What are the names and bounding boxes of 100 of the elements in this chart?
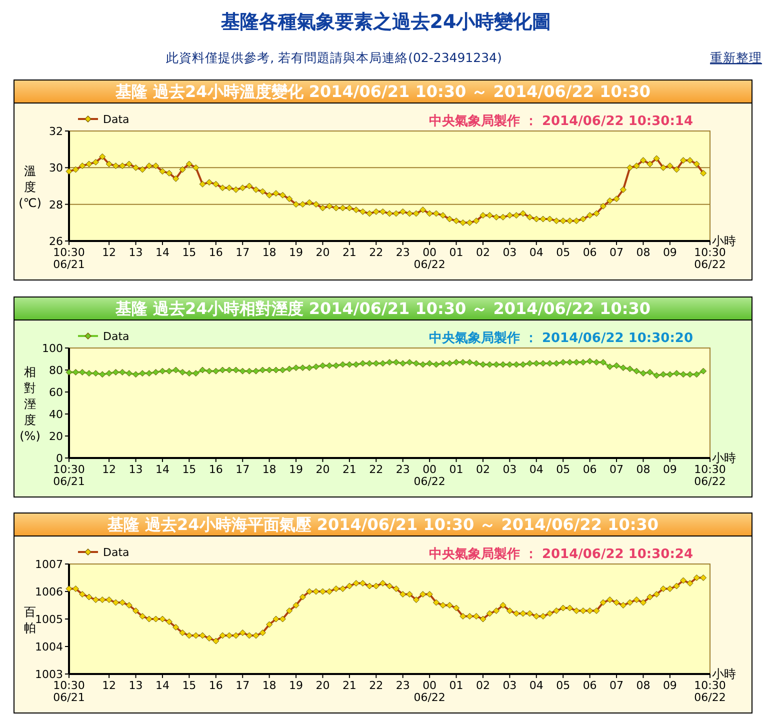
chart-title: 基隆 過去24小時相對溼度 2014/06/21 10:30 ～ 2014/06/22 10:30 bbox=[114, 299, 651, 318]
y-tick-label: 1007 bbox=[35, 558, 63, 571]
x-tick-label: 17 bbox=[236, 246, 250, 259]
x-tick-label: 15 bbox=[182, 463, 196, 476]
x-tick-label: 15 bbox=[182, 679, 196, 692]
x-tick-label: 17 bbox=[236, 679, 250, 692]
x-tick-label: 01 bbox=[449, 679, 464, 692]
text: 基隆各種氣象要素之過去24小時變化圖 bbox=[220, 11, 552, 33]
x-tick-label: 01 bbox=[449, 246, 464, 259]
x-tick-label: 10:30 06/21 bbox=[53, 463, 85, 488]
x-tick-label: 03 bbox=[502, 679, 517, 692]
x-axis-title: 小時 bbox=[712, 667, 736, 681]
y-tick-label: 60 bbox=[49, 386, 63, 399]
x-tick-label: 10:30 06/21 bbox=[53, 679, 85, 704]
x-tick-label: 08 bbox=[636, 463, 650, 476]
x-tick-label: 00 06/22 bbox=[414, 246, 446, 271]
x-tick-label: 21 bbox=[342, 679, 356, 692]
x-tick-label: 13 bbox=[128, 246, 143, 259]
x-tick-label: 14 bbox=[155, 246, 170, 259]
x-tick-label: 06 bbox=[582, 463, 597, 476]
x-tick-label: 20 bbox=[316, 679, 330, 692]
legend-label: Data bbox=[103, 330, 130, 343]
x-tick-label: 22 bbox=[369, 679, 384, 692]
legend-label: Data bbox=[103, 546, 130, 559]
x-tick-label: 18 bbox=[262, 246, 276, 259]
x-tick-label: 09 bbox=[662, 463, 677, 476]
y-tick-label: 0 bbox=[56, 452, 63, 465]
text: 中央氣象局製作 ： 2014/06/22 10:30:20 bbox=[428, 331, 693, 346]
text: 此資料僅提供參考, 若有問題請與本局連絡(02-23491234) bbox=[166, 50, 502, 65]
x-tick-label: 20 bbox=[316, 463, 330, 476]
legend-label: Data bbox=[103, 113, 130, 126]
x-tick-label: 03 bbox=[502, 463, 517, 476]
x-tick-label: 21 bbox=[342, 246, 356, 259]
y-tick-label: 1006 bbox=[35, 586, 63, 598]
x-tick-label: 06 bbox=[582, 679, 597, 692]
x-tick-label: 21 bbox=[342, 463, 356, 476]
x-tick-label: 05 bbox=[556, 463, 570, 476]
chart-title: 基隆 過去24小時溫度變化 2014/06/21 10:30 ～ 2014/06/22 10:30 bbox=[114, 82, 651, 101]
text: 中央氣象局製作 ： 2014/06/22 10:30:24 bbox=[428, 547, 693, 562]
x-tick-label: 10:30 06/22 bbox=[694, 679, 726, 704]
chart-title: 基隆 過去24小時海平面氣壓 2014/06/21 10:30 ～ 2014/06/22 10:30 bbox=[106, 515, 659, 534]
x-tick-label: 18 bbox=[262, 679, 276, 692]
y-tick-label: 80 bbox=[49, 364, 63, 377]
x-tick-label: 19 bbox=[289, 246, 304, 259]
y-tick-label: 100 bbox=[42, 342, 63, 355]
x-tick-label: 14 bbox=[155, 679, 170, 692]
x-tick-label: 04 bbox=[529, 246, 544, 259]
x-tick-label: 18 bbox=[262, 463, 276, 476]
x-tick-label: 12 bbox=[102, 679, 116, 692]
x-tick-label: 23 bbox=[396, 679, 410, 692]
x-tick-label: 17 bbox=[236, 463, 250, 476]
text: 重新整理 bbox=[710, 50, 762, 65]
x-tick-label: 10:30 06/21 bbox=[53, 246, 85, 271]
x-tick-label: 19 bbox=[289, 463, 304, 476]
x-tick-label: 16 bbox=[208, 463, 223, 476]
x-axis-title: 小時 bbox=[712, 234, 736, 248]
x-tick-label: 02 bbox=[476, 463, 490, 476]
x-tick-label: 07 bbox=[610, 463, 624, 476]
x-tick-label: 01 bbox=[449, 463, 464, 476]
x-tick-label: 00 06/22 bbox=[414, 463, 446, 488]
x-tick-label: 02 bbox=[476, 679, 490, 692]
x-tick-label: 00 06/22 bbox=[414, 679, 446, 704]
x-tick-label: 12 bbox=[102, 246, 116, 259]
x-tick-label: 12 bbox=[102, 463, 116, 476]
x-tick-label: 08 bbox=[636, 679, 650, 692]
x-tick-label: 06 bbox=[582, 246, 597, 259]
y-tick-label: 28 bbox=[49, 198, 63, 212]
x-axis-title: 小時 bbox=[712, 451, 736, 465]
x-tick-label: 09 bbox=[662, 246, 677, 259]
y-tick-label: 40 bbox=[49, 408, 63, 421]
text: 中央氣象局製作 ： 2014/06/22 10:30:14 bbox=[428, 114, 693, 129]
y-axis-title: 相對溼度(%) bbox=[20, 365, 40, 443]
x-tick-label: 22 bbox=[369, 463, 384, 476]
x-tick-label: 19 bbox=[289, 679, 304, 692]
x-tick-label: 23 bbox=[396, 246, 410, 259]
x-tick-label: 03 bbox=[502, 246, 517, 259]
y-tick-label: 30 bbox=[49, 162, 63, 175]
y-tick-label: 1003 bbox=[35, 668, 63, 681]
y-axis-title: 百帕 bbox=[24, 605, 36, 635]
x-tick-label: 04 bbox=[529, 679, 544, 692]
y-tick-label: 26 bbox=[49, 235, 63, 248]
x-tick-label: 05 bbox=[556, 679, 570, 692]
y-tick-label: 1005 bbox=[35, 613, 63, 626]
x-tick-label: 07 bbox=[610, 679, 624, 692]
x-tick-label: 10:30 06/22 bbox=[694, 246, 726, 271]
y-tick-label: 32 bbox=[49, 125, 63, 138]
x-tick-label: 22 bbox=[369, 246, 384, 259]
x-tick-label: 13 bbox=[128, 679, 143, 692]
x-tick-label: 07 bbox=[610, 246, 624, 259]
x-tick-label: 10:30 06/22 bbox=[694, 463, 726, 488]
x-tick-label: 23 bbox=[396, 463, 410, 476]
x-tick-label: 13 bbox=[128, 463, 143, 476]
x-tick-label: 20 bbox=[316, 246, 330, 259]
x-tick-label: 04 bbox=[529, 463, 544, 476]
x-tick-label: 05 bbox=[556, 246, 570, 259]
x-tick-label: 16 bbox=[208, 246, 223, 259]
x-tick-label: 08 bbox=[636, 246, 650, 259]
x-tick-label: 15 bbox=[182, 246, 196, 259]
x-tick-label: 16 bbox=[208, 679, 223, 692]
x-tick-label: 14 bbox=[155, 463, 170, 476]
